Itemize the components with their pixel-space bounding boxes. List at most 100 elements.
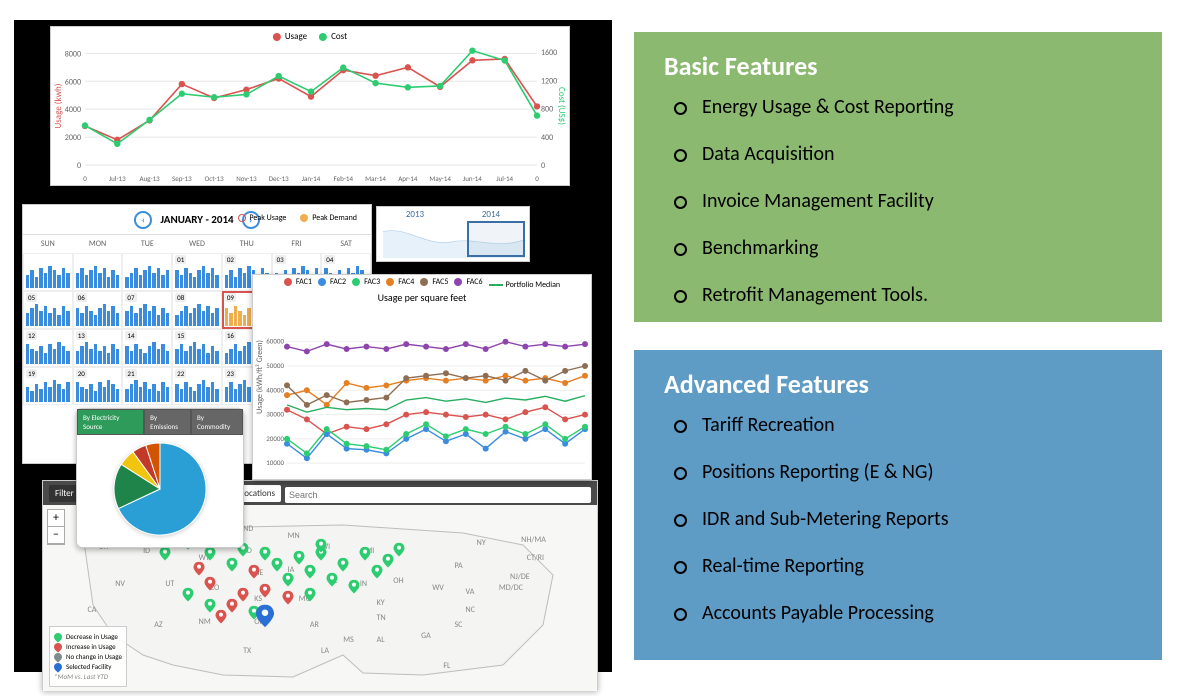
calendar-bars bbox=[26, 380, 70, 402]
map-pin[interactable] bbox=[371, 565, 382, 579]
map-pin[interactable] bbox=[349, 580, 360, 594]
calendar-date: 16 bbox=[225, 331, 236, 340]
calendar-cell[interactable]: 06 bbox=[73, 291, 123, 329]
calendar-cell[interactable]: 13 bbox=[73, 329, 123, 367]
calendar-day-header: SUN bbox=[23, 235, 73, 253]
calendar-bars bbox=[125, 380, 169, 402]
svg-text:Jun-14: Jun-14 bbox=[463, 174, 482, 183]
map-pin[interactable] bbox=[249, 565, 260, 579]
basic-features-list: Energy Usage & Cost ReportingData Acquis… bbox=[664, 96, 1132, 307]
calendar-date: 09 bbox=[225, 293, 236, 302]
calendar-prev-button[interactable]: ‹ bbox=[134, 211, 152, 229]
year-2013[interactable]: 2013 bbox=[406, 209, 424, 220]
map-pin[interactable] bbox=[304, 565, 315, 579]
map-zoom-in-button[interactable]: + bbox=[48, 510, 64, 527]
legend-item: FAC3 bbox=[352, 277, 380, 287]
state-label: MD/DC bbox=[499, 583, 523, 593]
svg-text:Jan-14: Jan-14 bbox=[302, 174, 321, 183]
svg-text:Nov-13: Nov-13 bbox=[236, 174, 257, 183]
legend-item: Increase in Usage bbox=[54, 642, 122, 651]
calendar-cell[interactable] bbox=[122, 253, 172, 291]
calendar-cell[interactable] bbox=[23, 253, 73, 291]
map-pin[interactable] bbox=[360, 547, 371, 561]
calendar-cell[interactable]: 19 bbox=[23, 367, 73, 405]
calendar-date: 15 bbox=[175, 331, 186, 340]
pie-tab[interactable]: By Commodity bbox=[191, 409, 243, 435]
basic-features-box: Basic Features Energy Usage & Cost Repor… bbox=[634, 32, 1162, 322]
calendar-cell[interactable] bbox=[73, 253, 123, 291]
map-pin[interactable] bbox=[260, 584, 271, 598]
calendar-cell[interactable]: 08 bbox=[172, 291, 222, 329]
map-pin[interactable] bbox=[227, 599, 238, 613]
map-pin[interactable] bbox=[271, 558, 282, 572]
year-highlight bbox=[467, 221, 525, 257]
calendar-bars bbox=[26, 342, 70, 364]
svg-text:Aug-13: Aug-13 bbox=[139, 174, 160, 183]
map-pin[interactable] bbox=[327, 573, 338, 587]
map-pin[interactable] bbox=[204, 599, 215, 613]
facility-chart-title: Usage per square feet bbox=[253, 291, 591, 304]
pie-chart bbox=[105, 439, 215, 539]
map-pin[interactable] bbox=[338, 558, 349, 572]
calendar-cell[interactable]: 15 bbox=[172, 329, 222, 367]
map-pin[interactable] bbox=[316, 539, 327, 553]
calendar-cell[interactable]: 21 bbox=[122, 367, 172, 405]
state-label: MN bbox=[288, 531, 300, 541]
map-legend: Decrease in UsageIncrease in UsageNo cha… bbox=[49, 626, 127, 687]
usage-cost-chart-panel: Usage (kwh) Cost (US$) UsageCost 0200040… bbox=[50, 26, 570, 186]
calendar-date: 13 bbox=[76, 331, 87, 340]
calendar-cell[interactable]: 01 bbox=[172, 253, 222, 291]
legend-item: Peak Usage bbox=[238, 213, 286, 223]
map-pin[interactable] bbox=[304, 587, 315, 601]
state-label: LA bbox=[321, 646, 329, 656]
svg-text:May-14: May-14 bbox=[429, 174, 451, 183]
calendar-day-header: MON bbox=[73, 235, 123, 253]
pie-tab[interactable]: By Emissions bbox=[144, 409, 191, 435]
pie-tab[interactable]: By Electricity Source bbox=[77, 409, 144, 435]
map-pin[interactable] bbox=[182, 587, 193, 601]
state-label: WV bbox=[432, 583, 444, 593]
map-pin[interactable] bbox=[204, 576, 215, 590]
calendar-cell[interactable]: 12 bbox=[23, 329, 73, 367]
calendar-cell[interactable]: 20 bbox=[73, 367, 123, 405]
basic-feature-item: Energy Usage & Cost Reporting bbox=[702, 96, 1132, 119]
map-pin[interactable] bbox=[256, 604, 274, 627]
legend-item: FAC1 bbox=[284, 277, 312, 287]
advanced-feature-item: Real-time Reporting bbox=[702, 555, 1132, 578]
map-pin[interactable] bbox=[238, 587, 249, 601]
map-pin[interactable] bbox=[204, 547, 215, 561]
pie-tabs: By Electricity SourceBy EmissionsBy Comm… bbox=[77, 409, 243, 435]
svg-text:8000: 8000 bbox=[65, 49, 81, 59]
state-label: NV bbox=[115, 579, 125, 589]
advanced-features-list: Tariff RecreationPositions Reporting (E … bbox=[664, 414, 1132, 625]
map-zoom-out-button[interactable]: − bbox=[48, 527, 64, 544]
map-pin[interactable] bbox=[160, 547, 171, 561]
year-2014[interactable]: 2014 bbox=[482, 209, 500, 220]
map-pin[interactable] bbox=[193, 561, 204, 575]
advanced-feature-item: IDR and Sub-Metering Reports bbox=[702, 508, 1132, 531]
calendar-cell[interactable]: 14 bbox=[122, 329, 172, 367]
svg-text:6000: 6000 bbox=[65, 77, 81, 87]
map-pin[interactable] bbox=[393, 543, 404, 557]
calendar-cell[interactable]: 07 bbox=[122, 291, 172, 329]
calendar-date: 07 bbox=[125, 293, 136, 302]
svg-text:0: 0 bbox=[83, 174, 87, 183]
calendar-cell[interactable]: 05 bbox=[23, 291, 73, 329]
state-label: CA bbox=[87, 605, 96, 615]
map-search-input[interactable] bbox=[285, 487, 591, 503]
map-pin[interactable] bbox=[227, 558, 238, 572]
year-selector[interactable]: 2013 2014 bbox=[376, 206, 530, 262]
map-pin[interactable] bbox=[293, 550, 304, 564]
state-label: NY bbox=[477, 538, 486, 548]
calendar-bars bbox=[26, 304, 70, 326]
calendar-cell[interactable]: 22 bbox=[172, 367, 222, 405]
map-pin[interactable] bbox=[215, 610, 226, 624]
map-pin[interactable] bbox=[260, 547, 271, 561]
pie-panel: By Electricity SourceBy EmissionsBy Comm… bbox=[76, 408, 244, 548]
map-pin[interactable] bbox=[382, 554, 393, 568]
calendar-date: 23 bbox=[225, 369, 236, 378]
map-pin[interactable] bbox=[282, 573, 293, 587]
calendar-date: 12 bbox=[26, 331, 37, 340]
map-pin[interactable] bbox=[282, 591, 293, 605]
calendar-date: 22 bbox=[175, 369, 186, 378]
